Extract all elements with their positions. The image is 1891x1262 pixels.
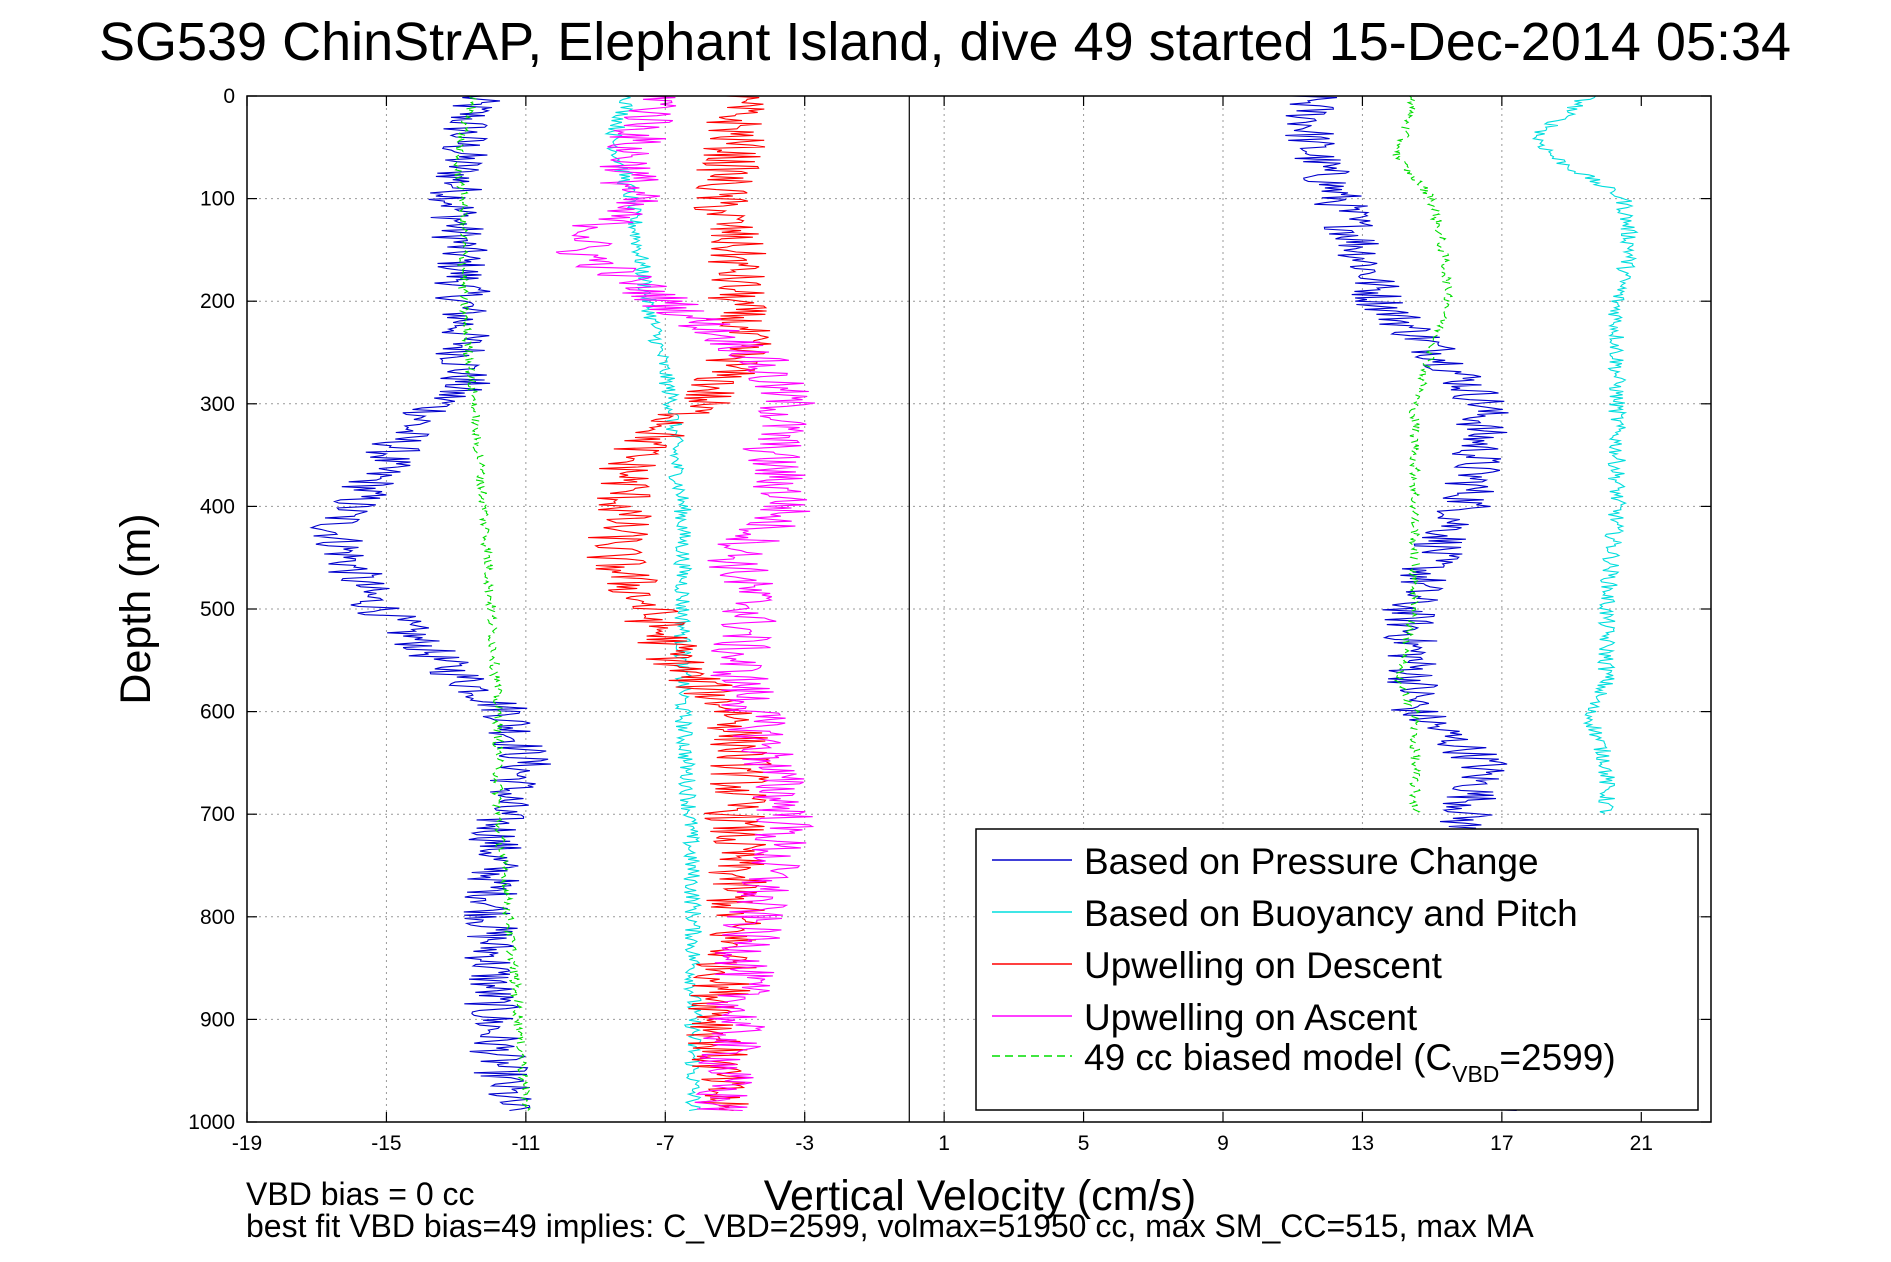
x-tick-label: 5 [1078, 1132, 1090, 1155]
x-tick-label: 1 [938, 1132, 950, 1155]
series-line-1 [604, 95, 704, 1112]
best-fit-note: best fit VBD bias=49 implies: C_VBD=2599… [246, 1208, 1534, 1244]
legend-box [975, 828, 1699, 1111]
legend-entry-label: Based on Buoyancy and Pitch [1084, 893, 1578, 934]
y-tick-label: 400 [200, 495, 235, 518]
series-group [309, 95, 1639, 1112]
y-tick-label: 300 [200, 393, 235, 416]
series-line-0 [309, 95, 551, 1112]
y-tick-label: 700 [200, 803, 235, 826]
y-tick-label: 900 [200, 1008, 235, 1031]
y-tick-label: 800 [200, 906, 235, 929]
x-tick-label: 17 [1490, 1132, 1513, 1155]
legend-entry-label: Upwelling on Descent [1084, 945, 1443, 986]
y-tick-label: 100 [200, 188, 235, 211]
y-axis-label: Depth (m) [112, 513, 160, 704]
x-tick-label: 13 [1351, 1132, 1374, 1155]
legend-entry-subscript: VBD [1452, 1061, 1499, 1087]
y-tick-label: 500 [200, 598, 235, 621]
legend-entry-label: Based on Pressure Change [1084, 841, 1539, 882]
series-line-2 [586, 95, 772, 1112]
chart-title: SG539 ChinStrAP, Elephant Island, dive 4… [99, 12, 1791, 72]
legend-entry-label: Upwelling on Ascent [1084, 997, 1418, 1038]
x-axis-label: Vertical Velocity (cm/s) [764, 1172, 1197, 1220]
vbd-bias-note: VBD bias = 0 cc [246, 1176, 475, 1212]
legend-entry-prefix: 49 cc biased model (C [1084, 1037, 1452, 1078]
x-tick-label: -3 [795, 1132, 814, 1155]
y-tick-label: 0 [223, 85, 235, 108]
y-tick-label: 600 [200, 701, 235, 724]
y-tick-label: 200 [200, 290, 235, 313]
legend-entry-label: 49 cc biased model (CVBD=2599) [1084, 1037, 1616, 1087]
legend-entry-suffix: =2599) [1499, 1037, 1615, 1078]
y-tick-label: 1000 [188, 1111, 235, 1134]
ticks: -19 -15 -11 -7 -3 1 5 9 13 17 21 0 100 200 300 400 500 60… [188, 85, 1711, 1155]
x-tick-label: -15 [371, 1132, 401, 1155]
series-line-4-ascent [1392, 95, 1454, 814]
series-line-3 [555, 95, 816, 1112]
x-tick-label: -7 [656, 1132, 675, 1155]
x-tick-label: -19 [232, 1132, 262, 1155]
series-line-1-ascent [1531, 95, 1639, 814]
x-tick-label: 9 [1217, 1132, 1229, 1155]
legend: Based on Pressure Change Based on Buoyanc… [975, 828, 1699, 1111]
series-line-4 [453, 95, 532, 1111]
x-tick-label: 21 [1630, 1132, 1653, 1155]
x-tick-label: -11 [511, 1132, 540, 1155]
